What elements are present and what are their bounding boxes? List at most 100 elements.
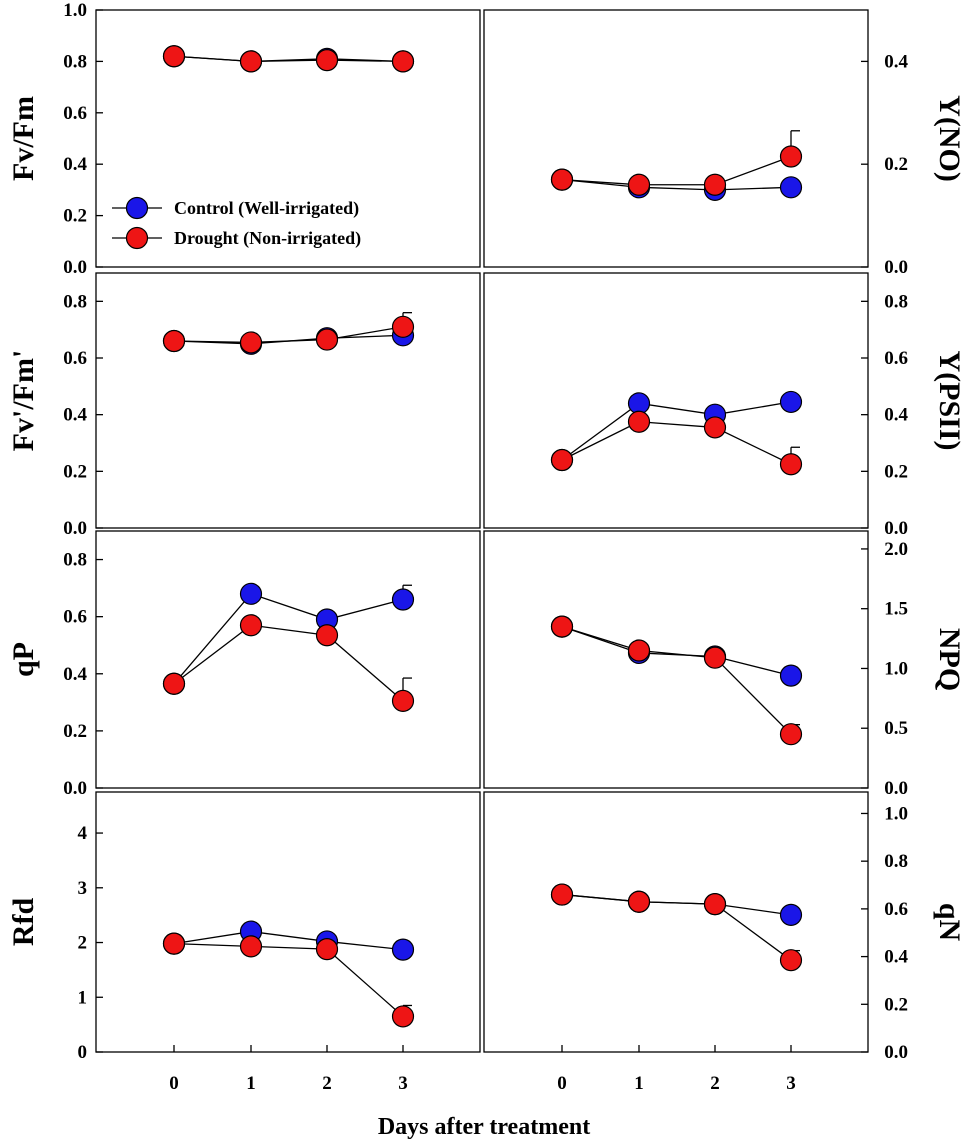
- y-tick-label: 0.8: [63, 291, 87, 312]
- data-point-drought: [703, 893, 727, 916]
- y-tick-label: 0.0: [63, 778, 87, 799]
- series-line-control: [561, 178, 792, 191]
- panel-frame: [95, 272, 481, 529]
- y-tick-label: 3: [78, 878, 88, 899]
- y-tick-label: 0.6: [63, 348, 87, 369]
- legend-label-drought: Drought (Non-irrigated): [174, 228, 361, 249]
- data-point-drought: [779, 723, 803, 746]
- data-point-control: [779, 176, 803, 199]
- y-axis-title: Fv'/Fm': [7, 350, 40, 452]
- x-tick-label: 2: [710, 1073, 720, 1094]
- data-point-drought: [391, 315, 415, 338]
- panel-frame: [483, 530, 869, 789]
- data-point-drought: [627, 639, 651, 662]
- data-point-control: [391, 938, 415, 961]
- panel-qp: 0.0 0.2 0.4 0.6 0.8 qP: [7, 530, 481, 799]
- panel-frame: [483, 9, 869, 268]
- y-tick-label: 2: [78, 933, 88, 954]
- y-tick-label: 0.8: [63, 550, 87, 571]
- legend-marker-drought: [125, 226, 149, 250]
- panel-fvfmprime: 0.0 0.2 0.4 0.6 0.8 Fv'/Fm': [7, 272, 481, 539]
- series-line-drought: [561, 421, 792, 465]
- series-line-drought: [173, 55, 404, 63]
- y-tick-label: 0.6: [63, 607, 87, 628]
- legend-marker-control: [125, 196, 149, 220]
- data-point-drought: [627, 173, 651, 196]
- data-point-drought: [162, 932, 186, 955]
- data-point-drought: [162, 329, 186, 353]
- panel-rfd: 0 1 2 3 4 0 1 2 3 Rfd: [7, 791, 481, 1094]
- data-point-drought: [550, 615, 574, 638]
- y-tick-label: 0.8: [884, 851, 908, 872]
- panel-frame: [95, 530, 481, 789]
- data-point-drought: [391, 1005, 415, 1028]
- legend: Control (Well-irrigated) Drought (Non-irr…: [112, 196, 361, 250]
- series-line-drought: [561, 155, 792, 186]
- y-tick-label: 0.0: [63, 257, 87, 278]
- series-line-control: [173, 593, 404, 685]
- x-tick-label: 1: [246, 1073, 256, 1094]
- data-point-drought: [239, 50, 263, 73]
- series-line-drought: [173, 942, 404, 1017]
- y-tick-label: 0.4: [884, 947, 908, 968]
- data-point-drought: [779, 145, 803, 168]
- y-tick-label: 0.8: [63, 51, 87, 72]
- y-axis-title: Fv/Fm: [7, 96, 40, 181]
- data-point-control: [779, 903, 803, 926]
- data-point-drought: [315, 49, 339, 72]
- panel-frame: [95, 9, 481, 268]
- data-point-control: [239, 582, 263, 605]
- x-tick-label: 3: [398, 1073, 408, 1094]
- x-tick-label: 3: [786, 1073, 796, 1094]
- y-tick-label: 1.5: [884, 599, 908, 620]
- y-axis-title: Rfd: [7, 898, 40, 947]
- y-tick-label: 1.0: [63, 0, 87, 21]
- data-point-drought: [627, 890, 651, 913]
- y-tick-label: 0.0: [884, 257, 908, 278]
- y-axis-title: NPQ: [933, 628, 966, 691]
- y-axis-title: Y(PSII): [933, 350, 966, 450]
- legend-label-control: Control (Well-irrigated): [174, 198, 359, 219]
- x-tick-label: 1: [634, 1073, 644, 1094]
- y-tick-label: 0.6: [884, 348, 908, 369]
- data-point-drought: [391, 689, 415, 713]
- data-point-drought: [703, 173, 727, 196]
- data-point-control: [779, 390, 803, 414]
- x-axis-title: Days after treatment: [378, 1114, 590, 1140]
- y-tick-label: 0.0: [884, 1042, 908, 1063]
- data-point-drought: [703, 416, 727, 439]
- data-point-drought: [239, 935, 263, 958]
- data-point-drought: [779, 453, 803, 476]
- y-tick-label: 0.2: [884, 461, 908, 482]
- y-tick-label: 0.4: [63, 664, 87, 685]
- y-tick-label: 0.5: [884, 718, 908, 739]
- series-line-control: [173, 334, 404, 345]
- series-line-control: [561, 401, 792, 461]
- panel-fvfm: 0.0 0.2 0.4 0.6 0.8 1.0 Fv/Fm Control (Well-irr…: [7, 0, 481, 278]
- y-axis-title: qP: [7, 642, 40, 677]
- y-tick-label: 0.0: [63, 518, 87, 539]
- panel-qn: 0.0 0.2 0.4 0.6 0.8 1.0 0 1 2 3 qN: [483, 791, 966, 1094]
- y-tick-label: 0.4: [884, 51, 908, 72]
- y-tick-label: 0.6: [884, 899, 908, 920]
- data-point-drought: [550, 168, 574, 191]
- data-point-drought: [239, 614, 263, 637]
- y-tick-label: 0.2: [884, 994, 908, 1015]
- data-point-drought: [315, 937, 339, 961]
- x-tick-label: 0: [557, 1073, 567, 1094]
- y-tick-label: 0.4: [63, 405, 87, 426]
- series-line-drought: [173, 326, 404, 344]
- series-line-drought: [173, 624, 404, 702]
- y-tick-label: 1.0: [884, 658, 908, 679]
- y-tick-label: 0.2: [63, 206, 87, 227]
- series-line-control: [173, 930, 404, 951]
- y-tick-label: 0.4: [63, 154, 87, 175]
- panel-npq: 0.0 0.5 1.0 1.5 2.0 NPQ: [483, 530, 966, 799]
- y-axis-title: Y(NO): [933, 95, 966, 182]
- x-tick-label: 2: [322, 1073, 332, 1094]
- series-line-drought: [561, 893, 792, 961]
- data-point-drought: [703, 646, 727, 669]
- y-tick-label: 0.2: [63, 721, 87, 742]
- y-tick-label: 1.0: [884, 803, 908, 824]
